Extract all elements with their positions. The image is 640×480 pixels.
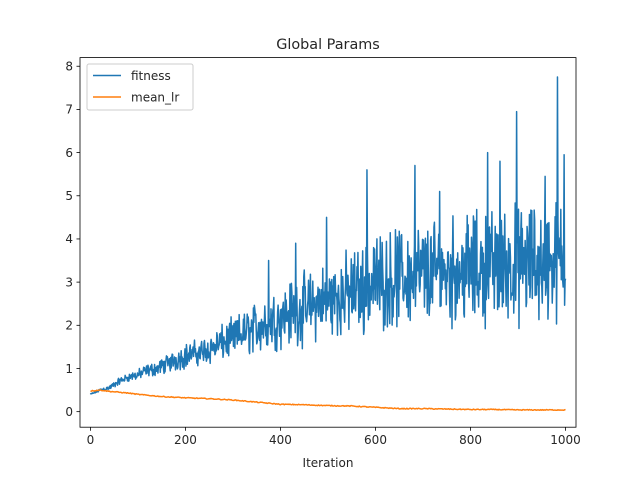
chart-title: Global Params (276, 37, 380, 53)
plot-area (79, 57, 577, 428)
x-axis: 0 200 400 600 800 1000 (87, 427, 581, 447)
x-tick-label: 600 (364, 433, 387, 447)
x-axis-label: Iteration (303, 456, 354, 470)
y-tick-label: 2 (65, 319, 73, 333)
x-tick-label: 0 (87, 433, 95, 447)
x-tick-label: 800 (459, 433, 482, 447)
legend-label-fitness: fitness (131, 69, 171, 83)
y-tick-label: 5 (65, 189, 73, 203)
y-tick-label: 6 (65, 146, 73, 160)
y-axis: 0 1 2 3 4 5 6 7 8 (65, 60, 80, 419)
x-tick-label: 1000 (550, 433, 581, 447)
plot-frame (79, 57, 577, 428)
y-tick-label: 3 (65, 275, 73, 289)
x-tick-label: 400 (269, 433, 292, 447)
series-layer (89, 76, 567, 412)
x-tick-label: 200 (174, 433, 197, 447)
y-tick-label: 7 (65, 103, 73, 117)
series-line-mean-lr (90, 389, 566, 412)
legend-label-mean-lr: mean_lr (131, 91, 179, 105)
y-tick-label: 8 (65, 60, 73, 74)
series-line-fitness (89, 76, 567, 395)
y-tick-label: 4 (65, 232, 73, 246)
y-tick-label: 0 (65, 405, 73, 419)
legend: fitness mean_lr (86, 63, 194, 111)
y-tick-label: 1 (65, 362, 73, 376)
